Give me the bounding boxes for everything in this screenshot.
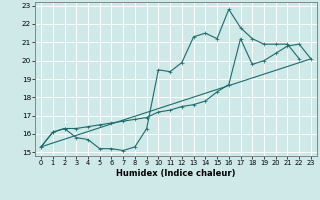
X-axis label: Humidex (Indice chaleur): Humidex (Indice chaleur): [116, 169, 236, 178]
